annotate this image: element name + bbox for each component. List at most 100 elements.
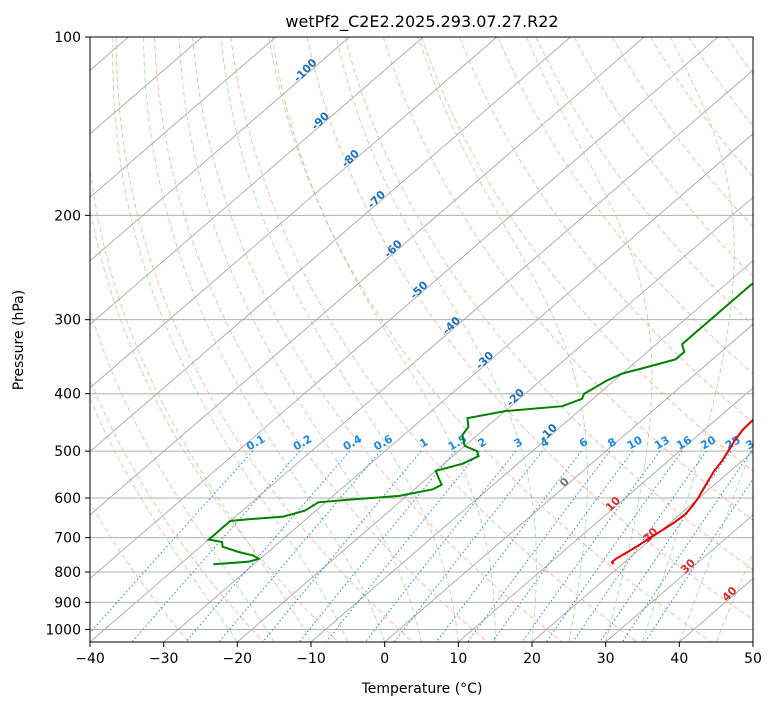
- mixing-ratio-line: [394, 451, 542, 642]
- dry-adiabat: [574, 37, 775, 642]
- mixing-ratio-line: [600, 451, 731, 642]
- profile-line: [612, 37, 775, 564]
- isotherm-label: -60: [382, 237, 405, 260]
- isotherm-label: -90: [309, 109, 332, 132]
- mixing-ratio-label: 36: [764, 433, 775, 452]
- mixing-ratio-label: 1: [417, 435, 430, 450]
- dry-adiabat: [460, 37, 775, 642]
- x-tick-label: −10: [296, 651, 326, 667]
- mixing-ratio-line: [622, 451, 751, 642]
- isotherm: [753, 37, 775, 642]
- isotherm-label: -70: [365, 188, 388, 211]
- chart-title: wetPf2_C2E2.2025.293.07.27.R22: [285, 12, 558, 32]
- isotherm-label: 30: [678, 556, 698, 576]
- x-axis-label: Temperature (°C): [361, 681, 483, 697]
- y-tick-label: 700: [54, 531, 81, 547]
- moist-adiabat: [221, 37, 458, 642]
- isotherm-label: 10: [603, 494, 623, 514]
- moist-adiabat: [753, 37, 775, 642]
- mixing-ratio-label: 0.1: [244, 432, 267, 453]
- isotherm: [0, 37, 571, 642]
- mixing-ratio-label: 0.6: [372, 432, 396, 453]
- x-tick-label: 40: [670, 651, 688, 667]
- x-tick-label: 50: [744, 651, 762, 667]
- isotherm-label: -80: [339, 147, 362, 170]
- dry-adiabat: [231, 37, 637, 642]
- mixing-ratio-line: [299, 451, 455, 642]
- y-axis-label: Pressure (hPa): [11, 290, 27, 390]
- isotherm-label: -20: [504, 386, 527, 409]
- y-tick-label: 400: [54, 387, 81, 403]
- background-grid: [0, 37, 775, 642]
- x-tick-label: −40: [75, 651, 105, 667]
- mixing-ratio-label: 0.2: [291, 432, 314, 453]
- mixing-ratio-line: [263, 451, 421, 642]
- dry-adiabat: [383, 37, 775, 642]
- mixing-ratio-label: 13: [652, 433, 672, 452]
- moist-adiabat: [85, 37, 311, 642]
- profile-line: [209, 37, 775, 564]
- moist-adiabat: [179, 37, 421, 642]
- isotherm: [606, 37, 775, 642]
- mixing-ratio-label: 10: [625, 433, 645, 452]
- x-tick-label: −30: [149, 651, 179, 667]
- mixing-ratio-label: 6: [577, 435, 590, 450]
- isotherm-label: -50: [407, 278, 430, 301]
- y-tick-label: 500: [54, 444, 81, 460]
- moist-adiabat: [419, 37, 588, 642]
- mixing-ratio-label: 1.5: [446, 432, 469, 453]
- dry-adiabat: [536, 37, 775, 642]
- moist-adiabat: [272, 37, 495, 642]
- dry-adiabat: [727, 37, 775, 642]
- y-tick-label: 200: [54, 208, 81, 224]
- moist-adiabat: [527, 37, 652, 642]
- x-tick-label: 0: [380, 651, 389, 667]
- moist-adiabat: [679, 37, 775, 642]
- mixing-ratio-label: 3: [512, 435, 525, 450]
- y-tick-label: 900: [54, 595, 81, 611]
- mixing-ratio-label: 0.4: [341, 432, 365, 453]
- moist-adiabat: [59, 37, 275, 642]
- mixing-ratio-line: [219, 451, 381, 642]
- isotherm: [679, 37, 775, 642]
- y-tick-label: 100: [54, 30, 81, 46]
- dry-adiabat: [765, 37, 775, 642]
- y-tick-label: 800: [54, 565, 81, 581]
- isotherm-label: -100: [291, 56, 320, 85]
- isotherm-label: 40: [720, 584, 740, 604]
- isotherm: [0, 37, 202, 642]
- mixing-ratio-line: [365, 451, 516, 642]
- x-tick-label: 30: [597, 651, 615, 667]
- dry-adiabat: [116, 37, 413, 642]
- y-tick-label: 300: [54, 313, 81, 329]
- x-tick-label: 20: [523, 651, 541, 667]
- dry-adiabat: [0, 37, 189, 642]
- isotherm: [90, 37, 775, 642]
- x-tick-label: −20: [223, 651, 253, 667]
- mixing-ratio-label: 8: [606, 435, 619, 450]
- y-tick-label: 600: [54, 491, 81, 507]
- mixing-ratio-line: [468, 451, 610, 642]
- mixing-ratio-label: 2: [476, 435, 489, 450]
- x-tick-label: 10: [449, 651, 467, 667]
- isotherm: [385, 37, 775, 642]
- mixing-ratio-label: 30: [743, 433, 763, 452]
- moist-adiabat: [336, 37, 536, 642]
- dry-adiabat: [422, 37, 775, 642]
- isotherm-label: -30: [473, 349, 496, 372]
- moist-adiabat: [34, 37, 238, 642]
- dry-adiabat: [650, 37, 775, 642]
- isotherm: [311, 37, 775, 642]
- dry-adiabat: [689, 37, 775, 642]
- moist-adiabat: [144, 37, 385, 642]
- y-tick-label: 1000: [45, 622, 81, 638]
- profiles: [209, 37, 775, 564]
- moist-adiabat: [716, 37, 775, 642]
- mixing-ratio-label: 16: [674, 433, 694, 452]
- isotherm: [532, 37, 775, 642]
- isotherm: [0, 37, 55, 642]
